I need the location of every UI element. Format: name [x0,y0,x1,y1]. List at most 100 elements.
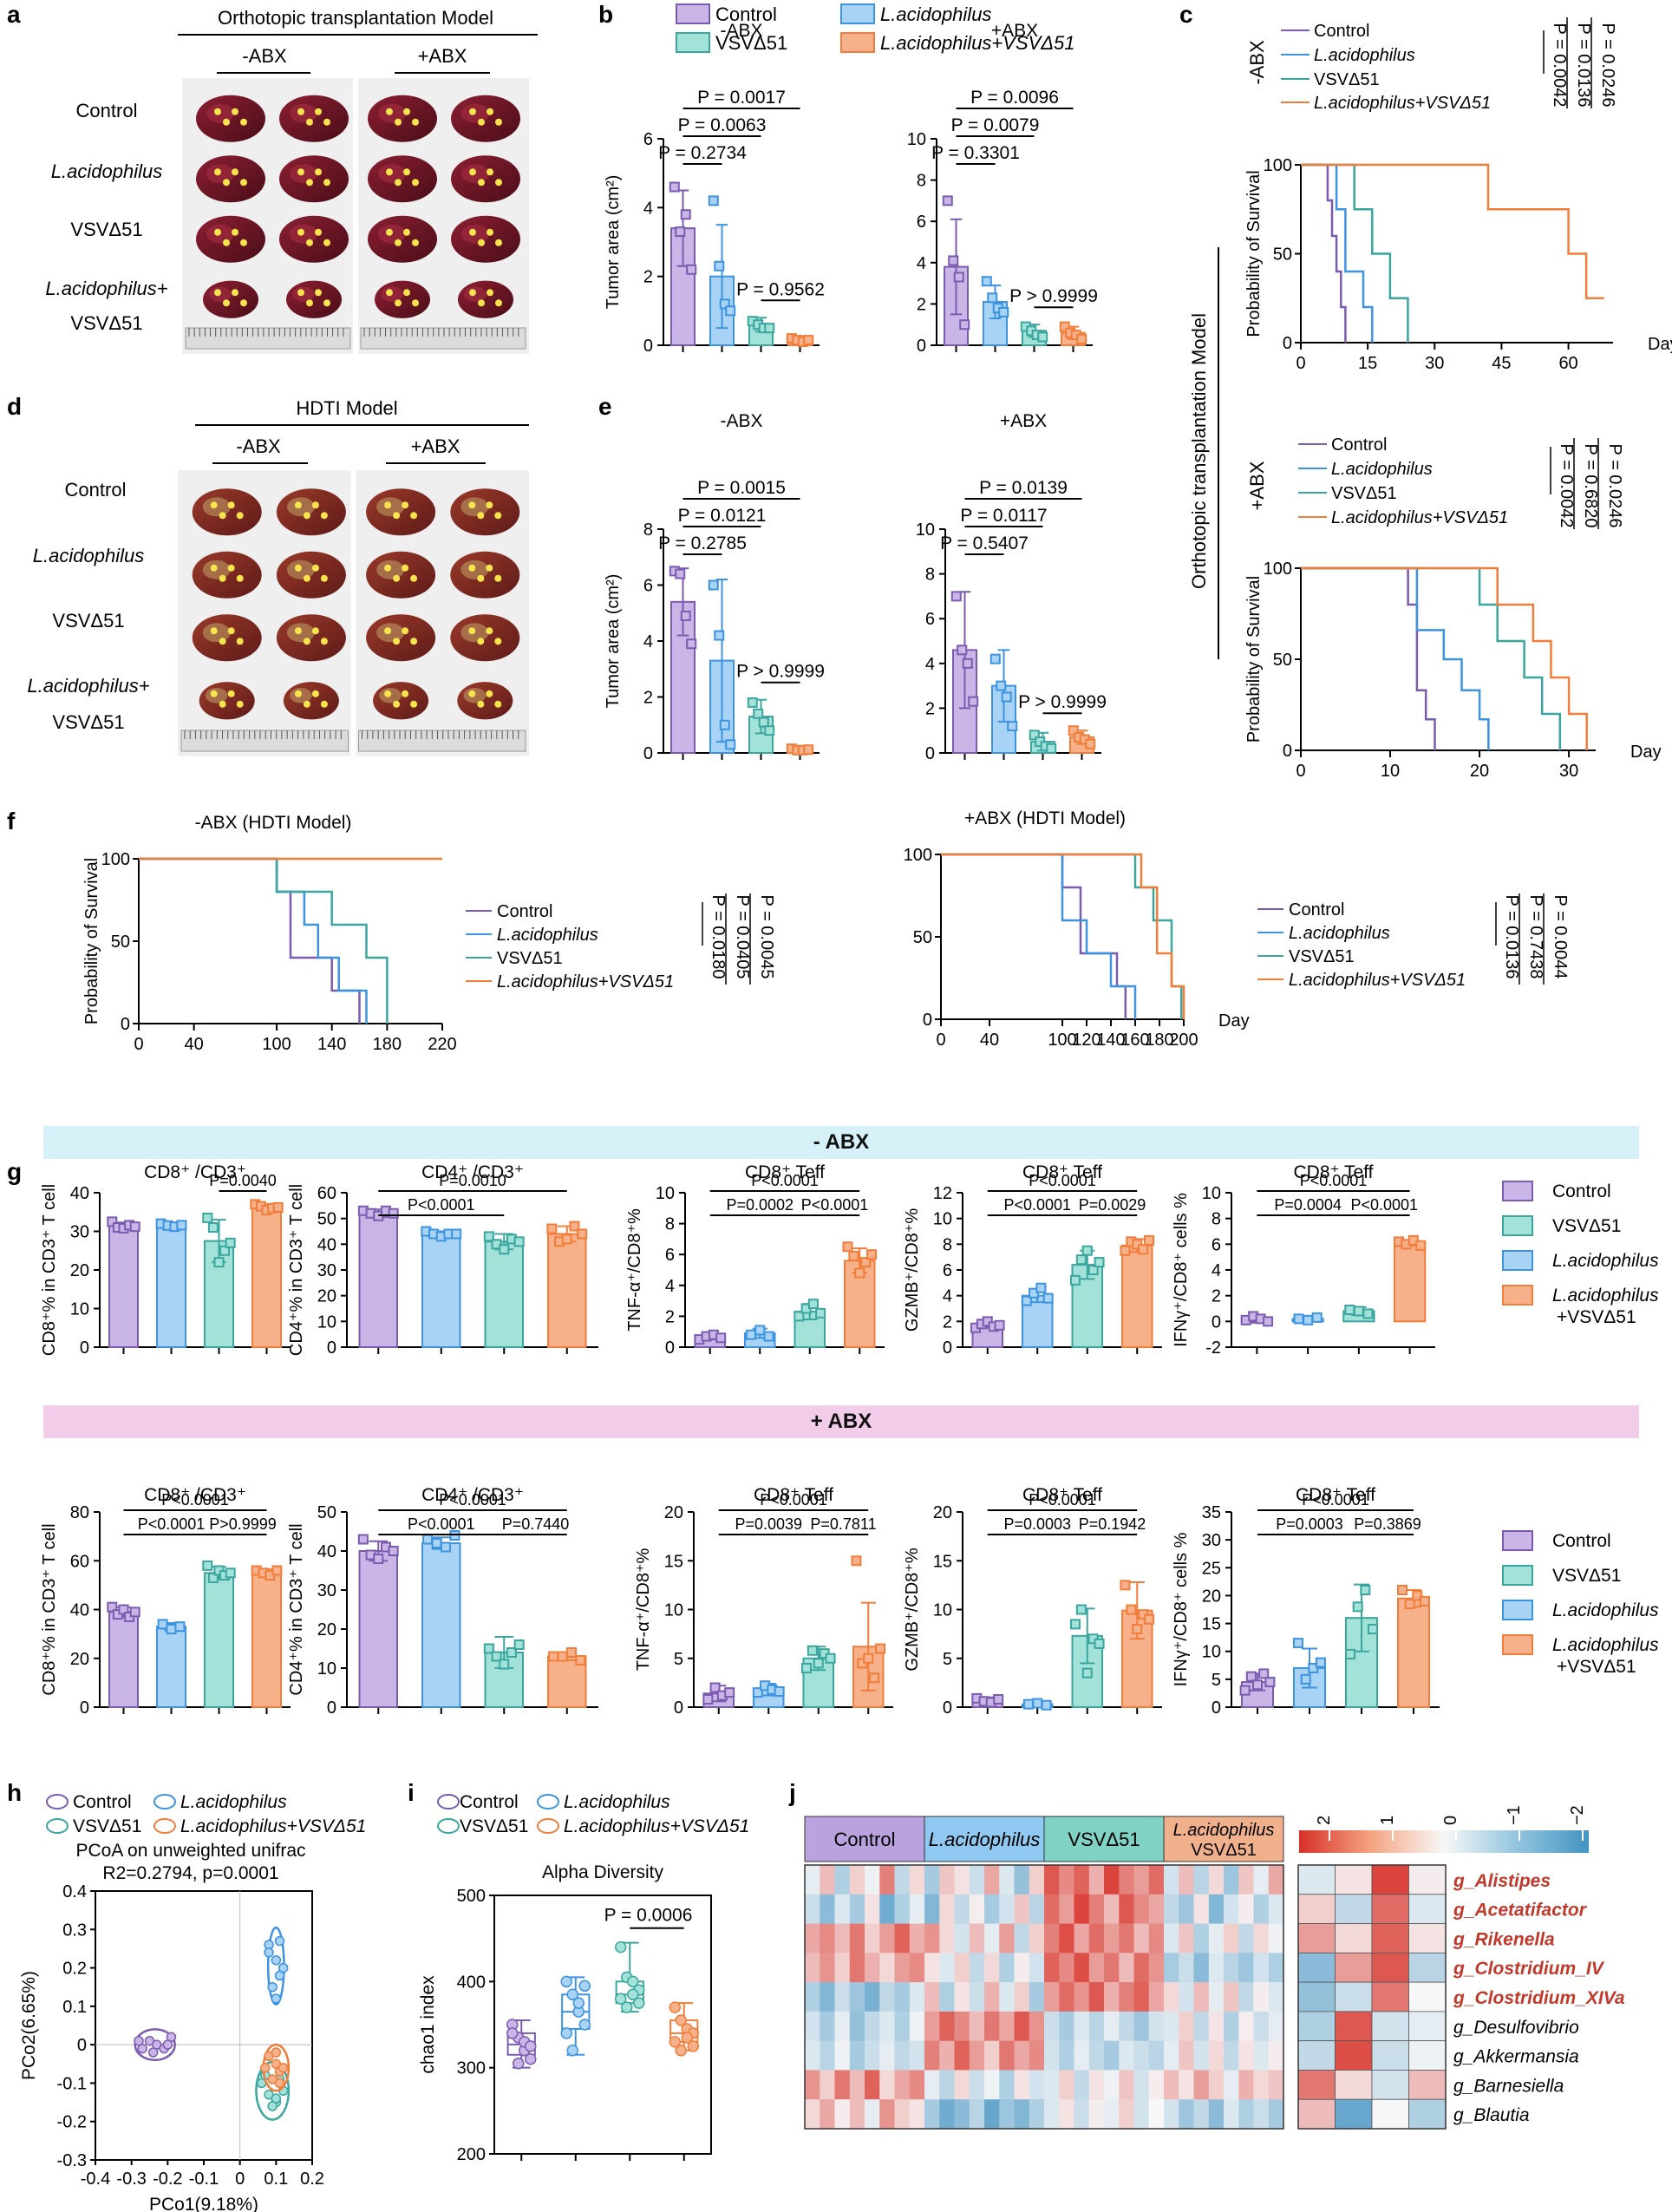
data-point [714,260,725,272]
y-tick-label: 20 [1202,1587,1221,1606]
tumor-marker [303,638,310,645]
tumor-marker [219,638,226,645]
data-point [745,1329,756,1340]
panel-f-left-pval-3: P = 0.0045 [757,895,776,979]
y-tick-label: 20 [70,1261,89,1280]
summary-cell [1371,1864,1409,1895]
heat-cell [1029,1923,1045,1953]
tumor-marker [227,564,235,572]
summary-cell [1297,2011,1336,2042]
heat-cell [1208,2040,1225,2071]
box-point [669,2001,681,2013]
tumor-marker [468,627,476,635]
heat-cell [1193,1865,1210,1895]
data-point [803,335,814,346]
heat-cell [1074,2011,1090,2042]
chart-j-summary [1297,1864,1447,2130]
panel-c-bottom-pval-2: P = 0.6820 [1581,444,1600,528]
heat-cell [969,2099,985,2130]
panel-d-title: HDTI Model [296,397,397,419]
heat-cell [969,2040,985,2071]
heat-cell [1088,2099,1105,2130]
heat-cell [1253,1865,1270,1895]
heat-cell [1044,1982,1060,2012]
y-tick-label: 30 [70,1223,89,1242]
box-point [578,2019,591,2031]
heat-cell [939,1953,956,1983]
heat-cell [849,1923,865,1953]
y-axis-label: CD8⁺% in CD3⁺ T cell [40,1184,59,1356]
x-axis-label: Day [1648,335,1672,354]
p-value-label: P = 0.3301 [931,143,1020,163]
bar [108,1224,139,1348]
data-point [848,1250,859,1261]
panel-i-legend-vsv: VSVΔ51 [460,1816,528,1836]
y-tick-label: 2 [943,1312,952,1332]
heat-cell [1104,1865,1120,1895]
chart-title: CD4⁺ /CD3⁺ [421,1485,524,1505]
panel-letter-b: b [598,1,613,28]
summary-cell [1371,2011,1409,2042]
data-point [575,1655,586,1666]
y-tick-label: 0 [77,2036,87,2055]
panel-c-bottom-legend-lacid: L.acidophilus [1331,460,1433,479]
data-point [669,181,680,193]
data-point [451,1228,462,1240]
y-tick-label: 15 [664,1552,683,1571]
tumor-marker [306,239,313,246]
tumor-marker [403,289,410,297]
heat-cell [1148,2099,1165,2130]
chart-b_minus: 0 2 4 6 Tumor area (cm²) -ABX P = 0.0017 P = 0.… [604,21,825,356]
heat-cell [879,1923,896,1953]
heat-cell [1014,2099,1030,2130]
p-value-label: P<0.0001 [1003,1196,1071,1214]
y-tick-label: 50 [111,933,130,952]
data-point [987,292,998,304]
data-point [860,1257,872,1268]
chart-title: CD8⁺ /CD3⁺ [144,1485,246,1505]
data-point [752,1687,763,1698]
panel-c-top-abx-label: -ABX [1246,40,1268,85]
heat-cell [865,1953,880,1983]
p-value-label: P<0.0001 [138,1515,206,1533]
chart-c_top: 0 50 100 0 15 30 45 60 Day Probability of Surviva… [1244,156,1672,373]
y-tick-label: 0 [1212,1698,1221,1718]
p-value-label: P<0.0001 [1350,1196,1418,1214]
data-point [202,1560,213,1571]
x-tick-label: 0 [1296,354,1305,373]
heat-cell [1014,1923,1030,1953]
data-point [1035,1282,1047,1293]
heat-cell [894,1953,911,1983]
x-tick-label: 140 [1096,1031,1125,1050]
panel-g-top-legend-combo-1: L.acidophilus [1552,1286,1659,1306]
heat-cell [834,1894,851,1925]
scatter-point [267,1981,278,1993]
heat-cell [1088,1894,1105,1925]
heat-cell [1074,1865,1090,1895]
heat-cell [1074,1894,1090,1925]
data-point [388,1546,399,1556]
heat-cell [865,1982,880,2012]
bar [421,1233,461,1349]
summary-cell [1408,1981,1447,2012]
heat-cell [1164,2070,1179,2100]
panel-d-col-plus-abx: +ABX [411,435,460,457]
heat-cell [1148,2040,1165,2071]
heat-cell [924,2011,940,2042]
panel-d-row-vsv: VSVΔ51 [52,610,124,632]
data-point [513,1639,525,1650]
panel-d-row-lacid: L.acidophilus [33,545,144,566]
bar [156,1626,186,1708]
data-point [719,298,730,310]
tumor-marker [210,501,218,509]
heat-cell [924,1865,940,1895]
data-point [753,708,764,719]
panel-g-bottom-legend-combo-1: L.acidophilus [1552,1635,1659,1655]
scatter-point [260,2062,271,2073]
scatter-point [278,2062,289,2073]
panel-j-group-combo-2: VSVΔ51 [1191,1841,1257,1860]
y-axis-label: TNF-α⁺/CD8⁺% [634,1548,653,1672]
heat-cell [1133,2099,1150,2130]
tumor-marker [469,108,476,115]
